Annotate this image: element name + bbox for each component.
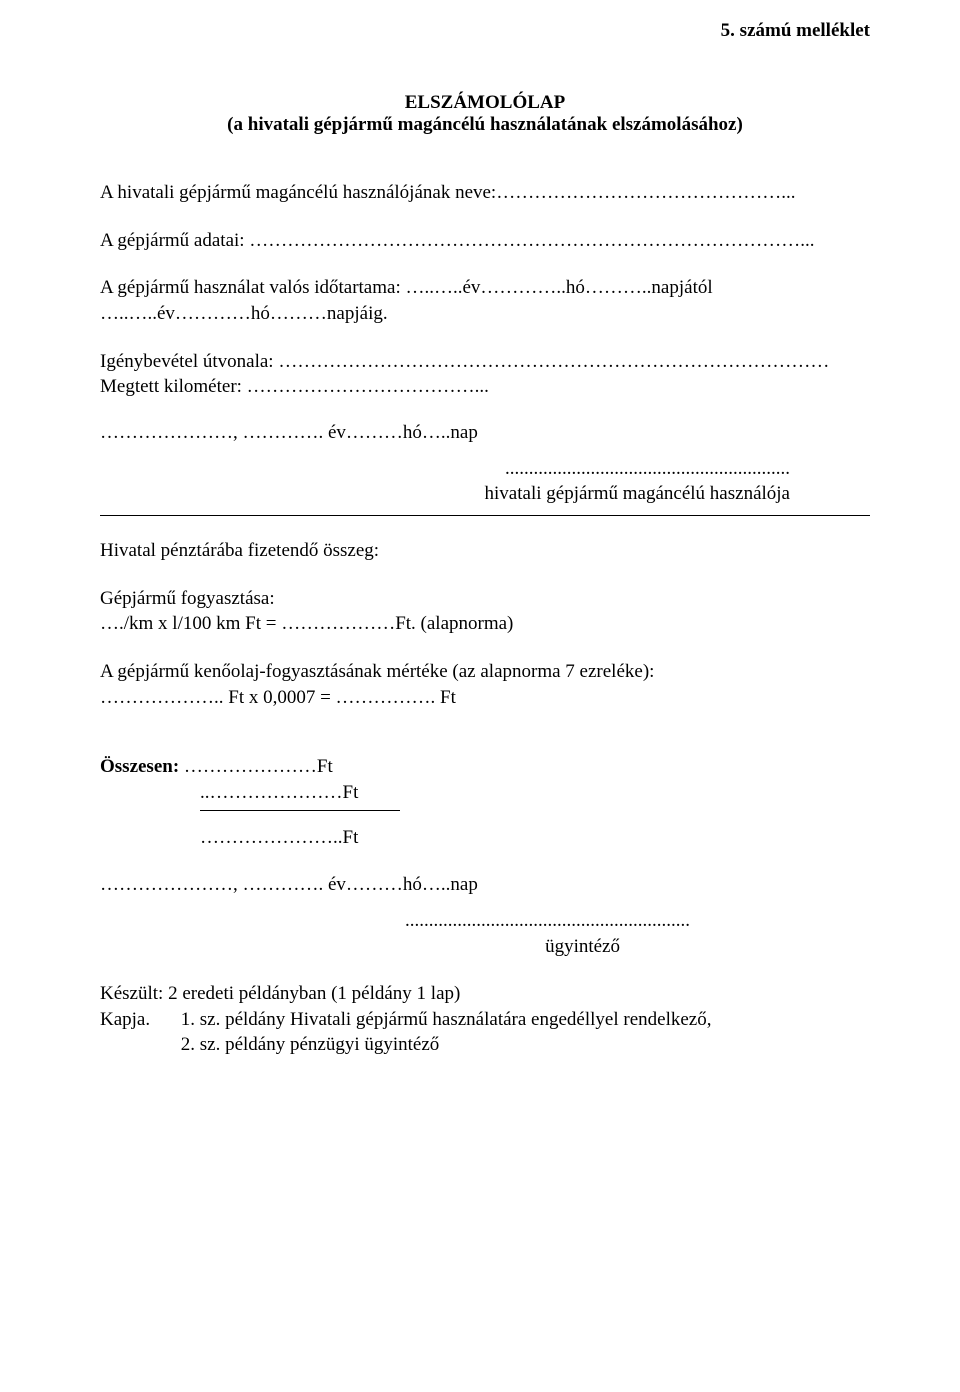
footer-kapja-row: Kapja. 1. sz. példány Hivatali gépjármű … (100, 1007, 870, 1033)
appendix-header: 5. számú melléklet (100, 20, 870, 42)
divider-line (100, 515, 870, 516)
signature-block-2: ........................................… (100, 908, 870, 959)
user-name-field: A hivatali gépjármű magáncélú használójá… (100, 180, 870, 206)
consumption-label: Gépjármű fogyasztása: (100, 588, 275, 609)
signature-block-1: ........................................… (100, 456, 870, 507)
footer-line1: 1. sz. példány Hivatali gépjármű használ… (181, 1009, 712, 1030)
km-field: Megtett kilométer: ………………………………... (100, 376, 870, 398)
treasury-line: Hivatal pénztárába fizetendő összeg: (100, 538, 870, 564)
footer-line2-row: 2. sz. példány pénzügyi ügyintéző (100, 1032, 870, 1058)
total-val3: …………………..Ft (100, 825, 870, 851)
total-val1: …………………Ft (184, 756, 333, 777)
total-val2: ..…………………Ft (100, 782, 358, 803)
date-field-1: …………………, …………. év………hó…..nap (100, 420, 870, 446)
total-block: Összesen: …………………Ft ..…………………Ft ………………….… (100, 754, 870, 850)
footer-block: Készült: 2 eredeti példányban (1 példány… (100, 981, 870, 1058)
date-field-2: …………………, …………. év………hó…..nap (100, 872, 870, 898)
form-page: 5. számú melléklet ELSZÁMOLÓLAP (a hivat… (0, 0, 960, 1392)
signature-2-line: ........................................… (100, 908, 690, 934)
subtitle: (a hivatali gépjármű magáncélú használat… (100, 114, 870, 136)
footer-line2: 2. sz. példány pénzügyi ügyintéző (181, 1034, 440, 1055)
sum-underline (200, 810, 400, 811)
period-field: A gépjármű használat valós időtartama: …… (100, 275, 870, 326)
total-label: Összesen: (100, 756, 179, 777)
signature-1-label: hivatali gépjármű magáncélú használója (100, 481, 790, 507)
period-line1: A gépjármű használat valós időtartama: …… (100, 277, 713, 298)
main-title: ELSZÁMOLÓLAP (100, 92, 870, 114)
route-field: Igénybevétel útvonala: ……………………………………………… (100, 349, 870, 375)
signature-1-line: ........................................… (100, 456, 790, 482)
oil-line1: A gépjármű kenőolaj-fogyasztásának mérté… (100, 661, 654, 682)
signature-2-label: ügyintéző (100, 934, 690, 960)
consumption-block: Gépjármű fogyasztása: …./km x l/100 km F… (100, 586, 870, 637)
consumption-formula: …./km x l/100 km Ft = ………………Ft. (alapnor… (100, 613, 513, 634)
footer-kapja-label: Kapja. (100, 1007, 176, 1033)
oil-line2: ……………….. Ft x 0,0007 = ……………. Ft (100, 687, 456, 708)
footer-made: Készült: 2 eredeti példányban (1 példány… (100, 981, 870, 1007)
period-line2: …..…..év…………hó………napjáig. (100, 303, 388, 324)
oil-block: A gépjármű kenőolaj-fogyasztásának mérté… (100, 659, 870, 710)
vehicle-data-field: A gépjármű adatai: ………………………………………………………… (100, 228, 870, 254)
